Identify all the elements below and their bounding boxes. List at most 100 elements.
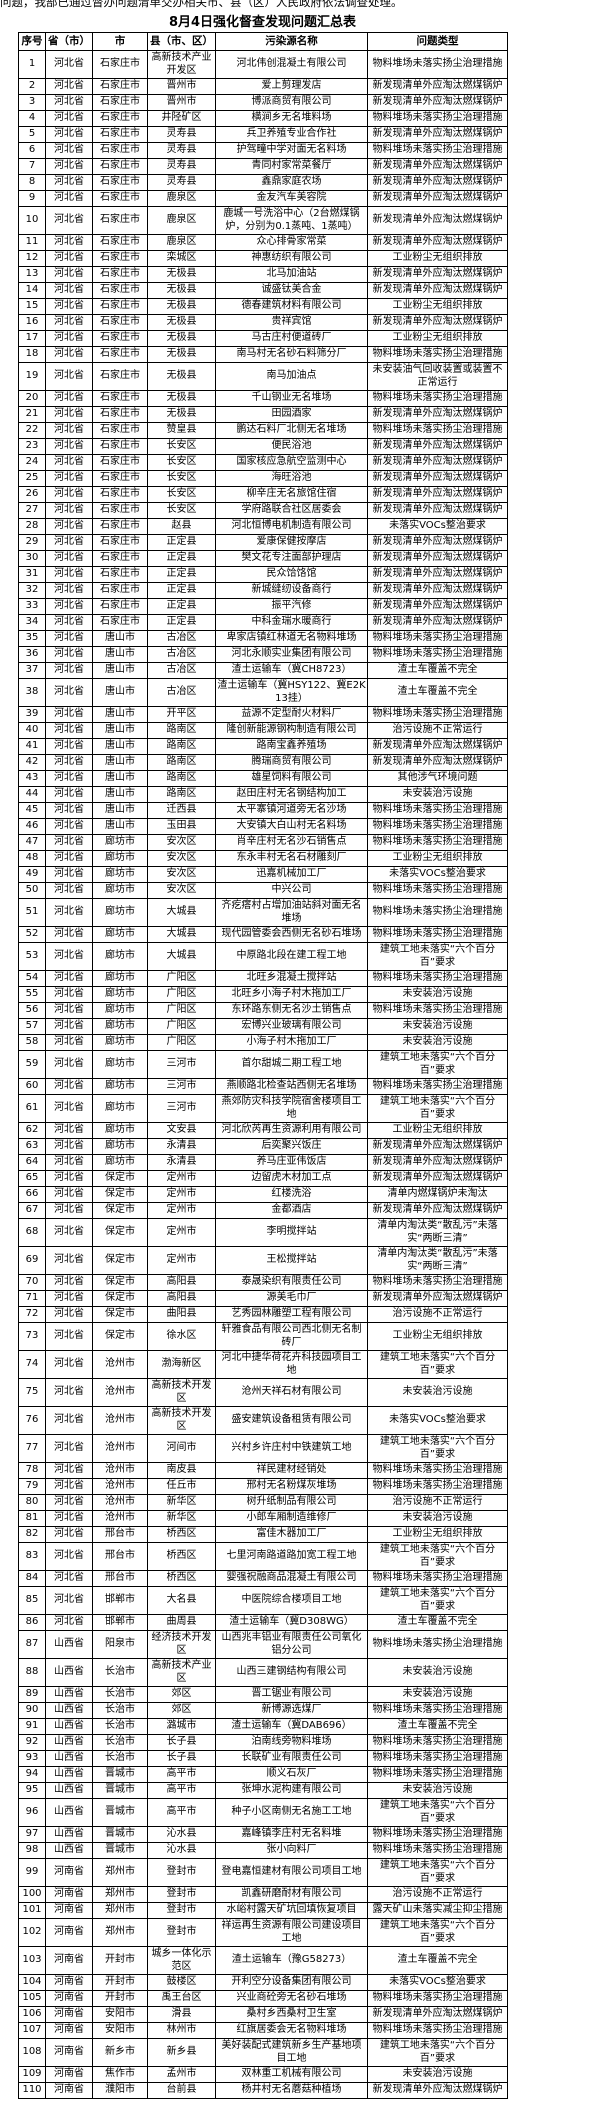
cell-county: 定州市	[147, 1170, 216, 1187]
cell-county: 长安区	[147, 438, 216, 455]
table-row: 43 河北省 唐山市 路南区 雄星饲料有限公司 其他涉气环境问题	[18, 770, 508, 787]
table-row: 28 河北省 石家庄市 赵县 河北恒博电机制造有限公司 未落实VOCs整治要求	[18, 518, 508, 535]
cell-province: 河北省	[45, 566, 93, 583]
cell-province: 山西省	[45, 1766, 93, 1783]
cell-problem-type: 其他涉气环境问题	[367, 770, 508, 787]
cell-problem-type: 物料堆场未落实扬尘治理措施	[367, 1766, 508, 1783]
cell-province: 河北省	[45, 1246, 93, 1275]
table-row: 46 河北省 唐山市 玉田县 大安镇大白山村无名料场 物料堆场未落实扬尘治理措施	[18, 818, 508, 835]
cell-problem-type: 物料堆场未落实扬尘治理措施	[367, 818, 508, 835]
cell-source-name: 河北伟创混凝土有限公司	[215, 50, 368, 79]
cell-index: 42	[18, 754, 46, 771]
cell-city: 廊坊市	[92, 970, 148, 987]
table-row: 6 河北省 石家庄市 灵寿县 护驾疃中学对面无名料场 物料堆场未落实扬尘治理措施	[18, 142, 508, 159]
cell-problem-type: 新发现清单外应淘汰燃煤锅炉	[367, 1290, 508, 1307]
cell-city: 保定市	[92, 1218, 148, 1247]
cell-province: 河北省	[45, 1202, 93, 1219]
cell-index: 85	[18, 1586, 46, 1615]
table-row: 103 河南省 开封市 城乡一体化示范区 渣土运输车（豫G58273） 渣土车覆盖不完全	[18, 1946, 508, 1975]
table-row: 108 河南省 新乡市 新乡县 美好装配式建筑新乡生产基地项目工地 建筑工地未落实“六个百…	[18, 2038, 508, 2067]
cell-city: 石家庄市	[92, 614, 148, 631]
cell-city: 石家庄市	[92, 266, 148, 283]
table-row: 51 河北省 廊坊市 大城县 齐疙瘩村占增加油站斜对面无名堆场 物料堆场未落实扬尘治理措施	[18, 898, 508, 927]
cell-province: 山西省	[45, 1734, 93, 1751]
cell-source-name: 水峪村露天矿坑回填恢复项目	[215, 1902, 368, 1919]
cell-index: 55	[18, 986, 46, 1003]
cell-source-name: 晋工锯业有限公司	[215, 1686, 368, 1703]
cell-index: 90	[18, 1702, 46, 1719]
cell-county: 正定县	[147, 582, 216, 599]
cell-city: 晋城市	[92, 1766, 148, 1783]
cell-problem-type: 工业粉尘无组织排放	[367, 330, 508, 347]
table-row: 107 河南省 安阳市 林州市 红旗居委会无名物料堆场 物料堆场未落实扬尘治理措施	[18, 2022, 508, 2039]
cell-province: 河北省	[45, 646, 93, 663]
cell-source-name: 张坤水泥构建有限公司	[215, 1782, 368, 1799]
cell-source-name: 东环路东侧无名沙土销售点	[215, 1002, 368, 1019]
cell-city: 石家庄市	[92, 250, 148, 267]
cell-problem-type: 物料堆场未落实扬尘治理措施	[367, 422, 508, 439]
cell-city: 廊坊市	[92, 1034, 148, 1051]
cell-index: 64	[18, 1154, 46, 1171]
cell-index: 14	[18, 282, 46, 299]
cell-county: 高新技术产业开发区	[147, 50, 216, 79]
cell-problem-type: 新发现清单外应淘汰燃煤锅炉	[367, 754, 508, 771]
cell-county: 鹿泉区	[147, 190, 216, 207]
cell-source-name: 南马加油点	[215, 362, 368, 391]
cell-city: 石家庄市	[92, 486, 148, 503]
cell-county: 新华区	[147, 1494, 216, 1511]
cell-city: 廊坊市	[92, 898, 148, 927]
cell-problem-type: 未安装治污设施	[367, 1510, 508, 1527]
cell-city: 石家庄市	[92, 390, 148, 407]
cell-index: 16	[18, 314, 46, 331]
cell-problem-type: 建筑工地未落实“六个百分百”要求	[367, 1542, 508, 1571]
table-row: 71 河北省 保定市 高阳县 源美毛巾厂 新发现清单外应淘汰燃煤锅炉	[18, 1290, 508, 1307]
cell-source-name: 隆创新能源钢构制造有限公司	[215, 722, 368, 739]
cell-province: 河北省	[45, 486, 93, 503]
table-row: 35 河北省 唐山市 古冶区 卑家店镇红林道无名物料堆场 物料堆场未落实扬尘治理措施	[18, 630, 508, 647]
cell-county: 三河市	[147, 1094, 216, 1123]
cell-problem-type: 物料堆场未落实扬尘治理措施	[367, 390, 508, 407]
cell-problem-type: 新发现清单外应淘汰燃煤锅炉	[367, 454, 508, 471]
cell-source-name: 东永丰村无名石材雕刻厂	[215, 850, 368, 867]
cell-province: 河北省	[45, 1494, 93, 1511]
cell-problem-type: 未安装治污设施	[367, 2066, 508, 2083]
cell-city: 廊坊市	[92, 1138, 148, 1155]
cell-county: 路南区	[147, 770, 216, 787]
cell-city: 唐山市	[92, 770, 148, 787]
cell-city: 石家庄市	[92, 94, 148, 111]
cell-county: 古冶区	[147, 630, 216, 647]
cell-province: 河北省	[45, 1186, 93, 1203]
table-row: 54 河北省 廊坊市 广阳区 北旺乡混凝土搅拌站 物料堆场未落实扬尘治理措施	[18, 970, 508, 987]
cell-source-name: 鑫鼎家庭农场	[215, 174, 368, 191]
cell-source-name: 种子小区南侧无名施工工地	[215, 1798, 368, 1827]
cell-county: 大城县	[147, 926, 216, 943]
table-row: 14 河北省 石家庄市 无极县 诚盛钛美合金 新发现清单外应淘汰燃煤锅炉	[18, 282, 508, 299]
cell-index: 61	[18, 1094, 46, 1123]
table-row: 26 河北省 石家庄市 长安区 柳辛庄无名旅馆住宿 新发现清单外应淘汰燃煤锅炉	[18, 486, 508, 503]
cell-source-name: 太平寨镇河道旁无名沙场	[215, 802, 368, 819]
table-row: 32 河北省 石家庄市 正定县 新城缝纫设备商行 新发现清单外应淘汰燃煤锅炉	[18, 582, 508, 599]
cell-problem-type: 渣土车覆盖不完全	[367, 1718, 508, 1735]
cell-city: 郑州市	[92, 1886, 148, 1903]
cell-index: 40	[18, 722, 46, 739]
cell-problem-type: 未落实VOCs整治要求	[367, 866, 508, 883]
cell-county: 古冶区	[147, 662, 216, 679]
cell-province: 山西省	[45, 1718, 93, 1735]
cell-problem-type: 未安装治污设施	[367, 786, 508, 803]
header-county: 县（市、区）	[147, 32, 216, 51]
cell-city: 廊坊市	[92, 834, 148, 851]
cell-index: 26	[18, 486, 46, 503]
cell-county: 渤海新区	[147, 1350, 216, 1379]
cell-city: 石家庄市	[92, 126, 148, 143]
cell-problem-type: 未安装油气回收装置或装置不正常运行	[367, 362, 508, 391]
cell-problem-type: 工业粉尘无组织排放	[367, 1122, 508, 1139]
table-row: 92 山西省 长治市 长子县 泊南线旁物料堆场 物料堆场未落实扬尘治理措施	[18, 1734, 508, 1751]
table-row: 72 河北省 保定市 曲阳县 艺秀园林雕塑工程有限公司 治污设施不正常运行	[18, 1306, 508, 1323]
cell-problem-type: 物料堆场未落实扬尘治理措施	[367, 1078, 508, 1095]
table-row: 105 河南省 开封市 禹王台区 兴业商砼旁无名砂石堆场 物料堆场未落实扬尘治理措施	[18, 1990, 508, 2007]
cell-problem-type: 新发现清单外应淘汰燃煤锅炉	[367, 470, 508, 487]
cell-source-name: 红楼洗浴	[215, 1186, 368, 1203]
cell-problem-type: 新发现清单外应淘汰燃煤锅炉	[367, 174, 508, 191]
cell-province: 山西省	[45, 1750, 93, 1767]
cell-county: 路南区	[147, 754, 216, 771]
